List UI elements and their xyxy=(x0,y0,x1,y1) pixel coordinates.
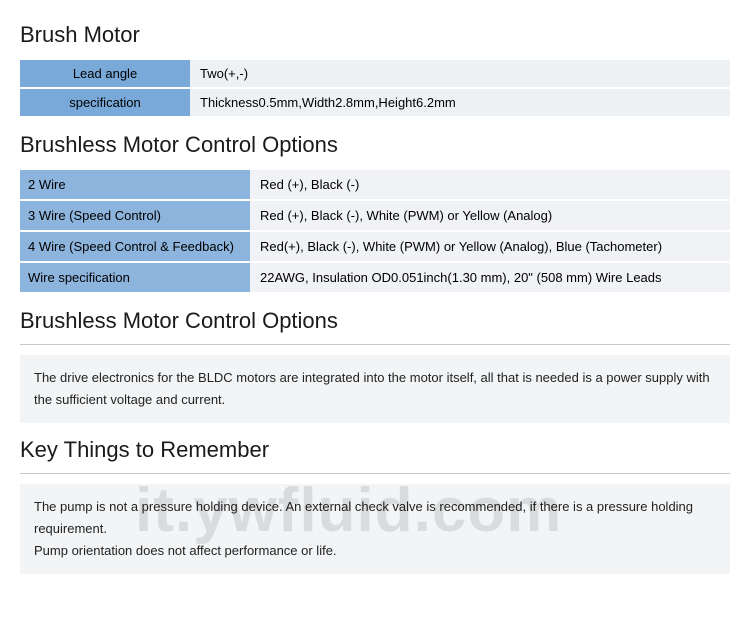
section1-title: Brush Motor xyxy=(20,22,730,48)
section3-title: Brushless Motor Control Options xyxy=(20,308,730,334)
table-row: 3 Wire (Speed Control) Red (+), Black (-… xyxy=(20,201,730,230)
brush-motor-table: Lead angle Two(+,-) specification Thickn… xyxy=(20,58,730,118)
row-value: Red (+), Black (-), White (PWM) or Yello… xyxy=(250,201,730,230)
table-row: specification Thickness0.5mm,Width2.8mm,… xyxy=(20,89,730,116)
row-value: Red (+), Black (-) xyxy=(250,170,730,199)
divider xyxy=(20,473,730,474)
brushless-options-table: 2 Wire Red (+), Black (-) 3 Wire (Speed … xyxy=(20,168,730,294)
divider xyxy=(20,344,730,345)
row-label: 3 Wire (Speed Control) xyxy=(20,201,250,230)
row-label: 4 Wire (Speed Control & Feedback) xyxy=(20,232,250,261)
row-value: Red(+), Black (-), White (PWM) or Yellow… xyxy=(250,232,730,261)
row-value: Thickness0.5mm,Width2.8mm,Height6.2mm xyxy=(190,89,730,116)
row-value: Two(+,-) xyxy=(190,60,730,87)
row-value: 22AWG, Insulation OD0.051inch(1.30 mm), … xyxy=(250,263,730,292)
row-label: specification xyxy=(20,89,190,116)
row-label: Lead angle xyxy=(20,60,190,87)
section3-note: The drive electronics for the BLDC motor… xyxy=(20,355,730,423)
table-row: Wire specification 22AWG, Insulation OD0… xyxy=(20,263,730,292)
table-row: 4 Wire (Speed Control & Feedback) Red(+)… xyxy=(20,232,730,261)
table-row: 2 Wire Red (+), Black (-) xyxy=(20,170,730,199)
row-label: Wire specification xyxy=(20,263,250,292)
section4-title: Key Things to Remember xyxy=(20,437,730,463)
table-row: Lead angle Two(+,-) xyxy=(20,60,730,87)
section2-title: Brushless Motor Control Options xyxy=(20,132,730,158)
row-label: 2 Wire xyxy=(20,170,250,199)
section4-note: The pump is not a pressure holding devic… xyxy=(20,484,730,574)
